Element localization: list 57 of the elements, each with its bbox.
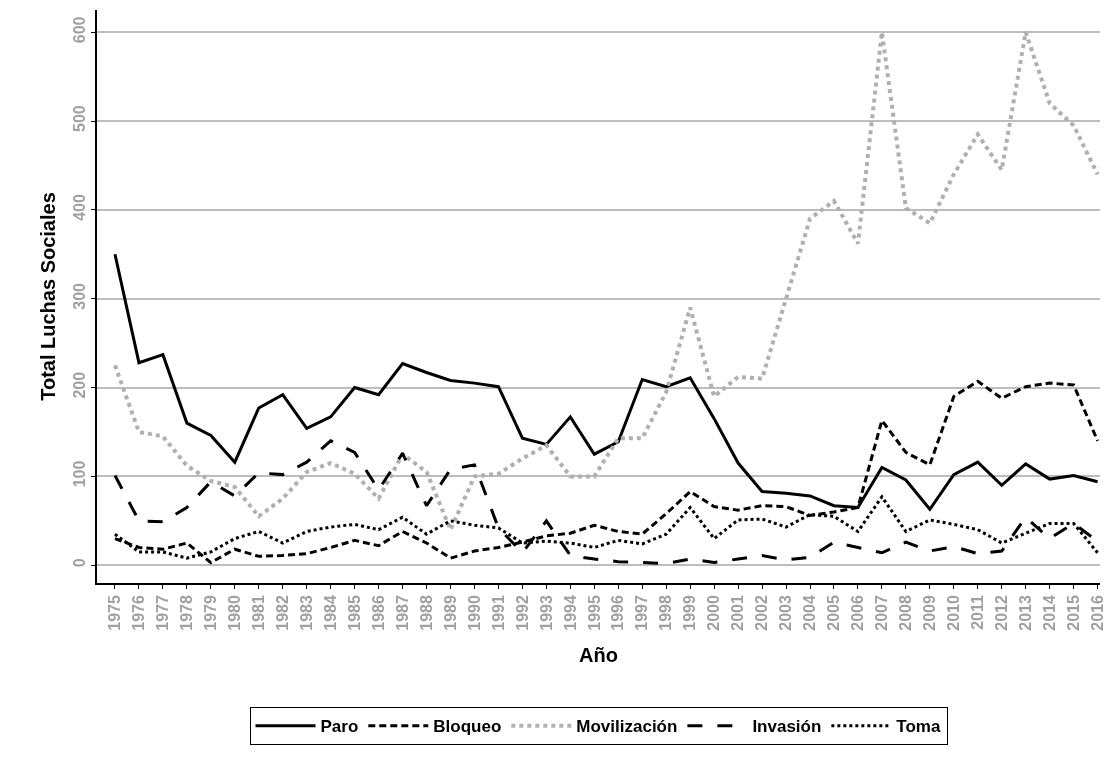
x-tick-label: 2015 (1064, 595, 1082, 631)
x-tick-label: 2008 (897, 595, 915, 631)
legend-label: Bloqueo (433, 717, 502, 737)
legend-label: Invasión (752, 717, 822, 737)
x-tick-label: 1983 (297, 595, 315, 631)
x-tick-label: 2004 (801, 595, 819, 631)
legend-label: Toma (896, 717, 941, 737)
y-axis-title: Total Luchas Sociales (36, 192, 59, 401)
x-tick-label: 1975 (106, 595, 124, 631)
x-tick-label: 1984 (321, 595, 339, 631)
x-tick-label: 1986 (369, 595, 387, 631)
legend-label: Movilización (576, 717, 678, 737)
y-tick-label: 100 (70, 460, 88, 488)
x-tick-label: 1998 (657, 595, 675, 631)
x-tick-label: 2007 (873, 595, 891, 631)
x-tick-label: 1994 (561, 595, 579, 631)
x-tick-label: 2005 (825, 595, 843, 631)
x-tick-label: 1985 (345, 595, 363, 631)
x-tick-label: 1999 (681, 595, 699, 631)
x-tick-label: 2012 (992, 595, 1010, 631)
x-tick-label: 1977 (154, 595, 172, 631)
x-tick-label: 1996 (609, 595, 627, 631)
x-tick-label: 1990 (465, 595, 483, 631)
x-tick-label: 1979 (202, 595, 220, 631)
y-tick-label: 400 (70, 194, 88, 221)
x-axis-title: Año (579, 643, 618, 666)
x-tick-label: 1989 (441, 595, 459, 631)
x-tick-label: 1995 (585, 595, 603, 631)
y-tick-label: 600 (70, 16, 88, 44)
x-tick-label: 2001 (729, 595, 747, 631)
x-tick-label: 1982 (273, 595, 291, 631)
x-tick-label: 1987 (393, 595, 411, 631)
legend-label: Paro (320, 717, 359, 737)
y-tick-label: 0 (70, 558, 88, 568)
x-tick-label: 2013 (1016, 595, 1034, 631)
y-tick-label: 500 (70, 105, 88, 132)
x-tick-label: 1976 (130, 595, 148, 631)
line-series (112, 30, 1100, 532)
x-tick-label: 1980 (226, 595, 244, 631)
x-tick-label: 2010 (945, 595, 962, 631)
y-tick-label: 200 (70, 371, 88, 399)
x-tick-label: 1993 (537, 595, 555, 631)
x-tick-label: 2000 (705, 595, 723, 631)
x-tick-label: 1991 (489, 595, 507, 631)
y-tick-label: 300 (70, 282, 88, 310)
x-tick-label: 1988 (417, 595, 435, 631)
x-tick-label: 2003 (777, 595, 795, 631)
x-tick-label: 2016 (1088, 595, 1106, 631)
x-tick-label: 2014 (1040, 595, 1058, 631)
x-tick-label: 2011 (968, 595, 986, 630)
x-tick-label: 2009 (921, 595, 939, 631)
x-tick-label: 2002 (753, 595, 771, 631)
x-tick-label: 1978 (178, 595, 196, 631)
x-tick-label: 1992 (513, 595, 531, 631)
x-tick-label: 1997 (633, 595, 651, 631)
x-tick-label: 1981 (249, 595, 267, 631)
x-tick-label: 2006 (849, 595, 867, 631)
